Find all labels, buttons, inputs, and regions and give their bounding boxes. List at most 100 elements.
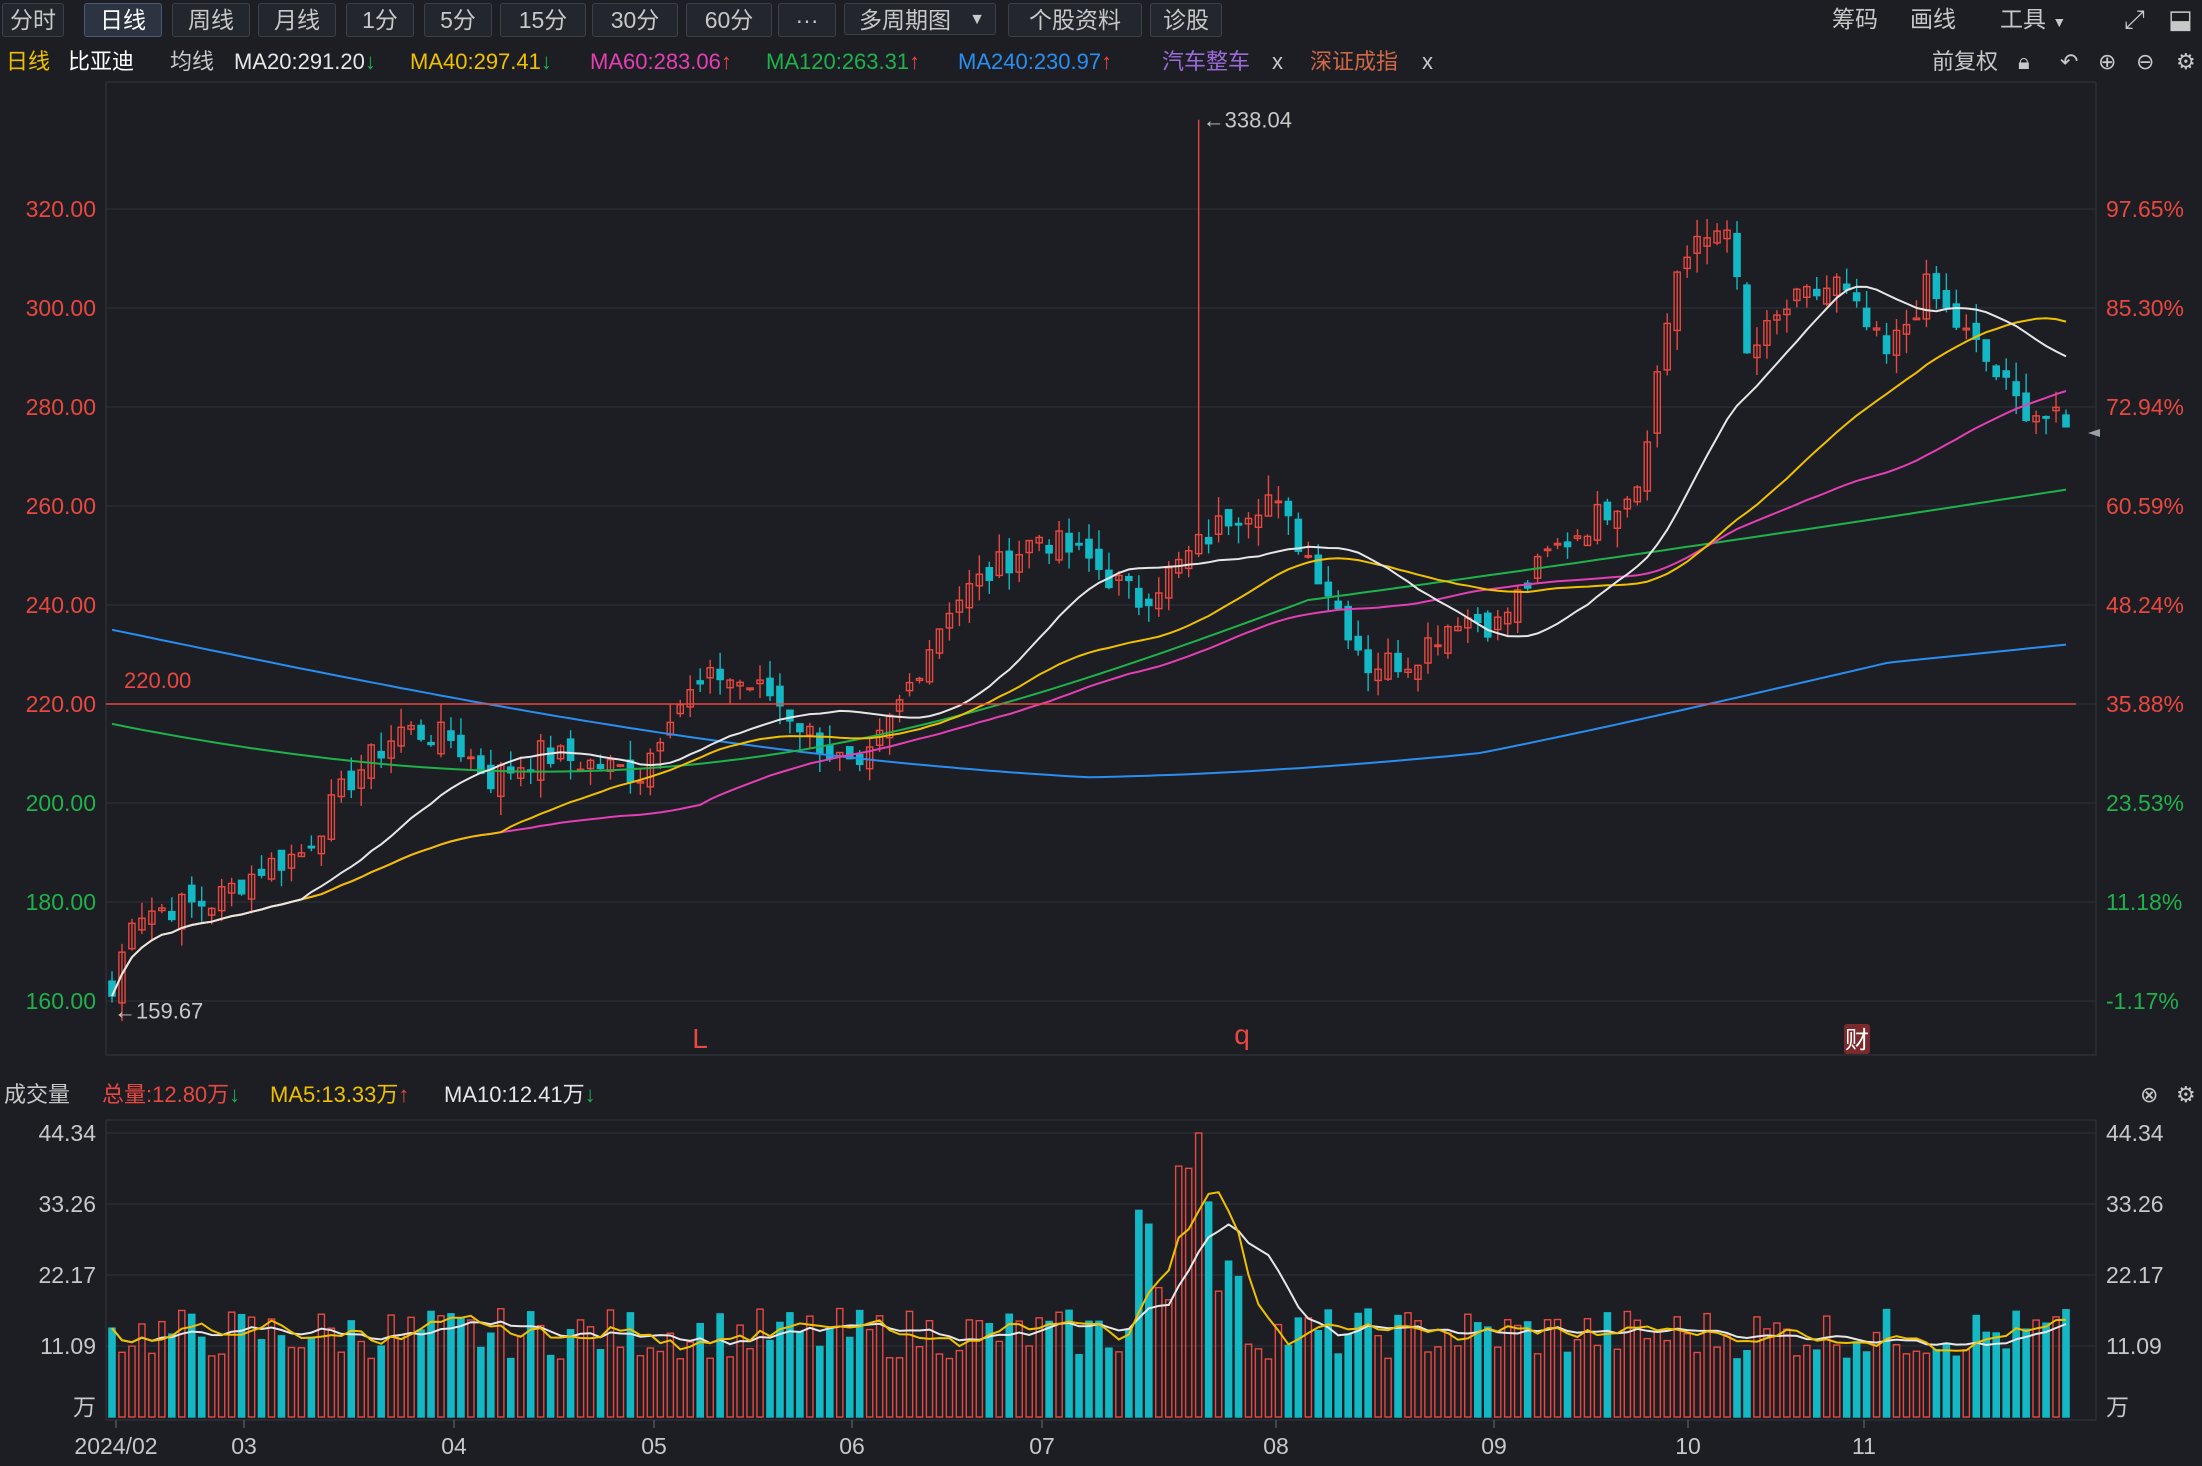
x-axis-date-label: 04 bbox=[441, 1433, 467, 1459]
candle-body bbox=[1254, 514, 1263, 528]
x-axis-date-label: 07 bbox=[1029, 1433, 1055, 1459]
candle-body bbox=[1115, 574, 1123, 581]
close-volume-icon[interactable]: ⊗ bbox=[2140, 1082, 2159, 1107]
candle-body bbox=[1613, 510, 1622, 529]
settings-icon[interactable]: ⚙ bbox=[2176, 49, 2196, 74]
tab-diagnose[interactable]: 诊股 bbox=[1150, 3, 1222, 37]
candle-body bbox=[1723, 229, 1731, 240]
y-tick-label: 300.00 bbox=[26, 295, 96, 321]
volume-bar bbox=[1992, 1332, 2001, 1418]
fullscreen-icon[interactable]: ⤢ bbox=[2124, 4, 2145, 34]
volume-bar bbox=[1204, 1201, 1213, 1418]
candle-body bbox=[1932, 273, 1941, 300]
volume-bar bbox=[467, 1319, 475, 1418]
volume-title: 成交量 bbox=[4, 1082, 71, 1107]
candle-body bbox=[806, 725, 814, 736]
candle-body bbox=[307, 845, 316, 849]
tab-15min[interactable]: 15分 bbox=[500, 3, 586, 37]
more-periods-button[interactable]: ··· bbox=[778, 3, 836, 37]
volume-bar bbox=[716, 1313, 724, 1418]
reference-line-label: 220.00 bbox=[124, 668, 191, 693]
volume-bar bbox=[1623, 1310, 1632, 1418]
candle-body bbox=[905, 681, 914, 692]
y-tick-label-right: 35.88% bbox=[2106, 691, 2184, 717]
candle-body bbox=[437, 721, 445, 755]
volume-bar bbox=[138, 1323, 146, 1418]
candle-body bbox=[995, 551, 1004, 577]
ref-index[interactable]: 深证成指 bbox=[1310, 49, 1399, 74]
candle-body bbox=[546, 747, 555, 764]
chips-button[interactable]: 筹码 bbox=[1832, 6, 1878, 32]
candle-body bbox=[716, 668, 724, 681]
ma20-text: MA20:291.20 bbox=[234, 49, 365, 74]
candle-body bbox=[1085, 538, 1093, 559]
volume-bar bbox=[1314, 1329, 1323, 1418]
tab-daily[interactable]: 日线 bbox=[84, 3, 162, 37]
lock-icon[interactable]: 🔒︎ bbox=[2018, 49, 2030, 74]
volume-bar bbox=[1563, 1351, 1572, 1418]
candle-body bbox=[2052, 406, 2060, 412]
ma120-line bbox=[111, 488, 2067, 773]
tab-30min[interactable]: 30分 bbox=[592, 3, 678, 37]
candle-body bbox=[1553, 542, 1562, 546]
volume-bar bbox=[536, 1324, 545, 1418]
volume-bar bbox=[1464, 1313, 1472, 1418]
candle-body bbox=[128, 922, 136, 950]
volume-bar bbox=[1404, 1312, 1412, 1418]
candle-body bbox=[287, 853, 296, 869]
volume-bar bbox=[277, 1335, 286, 1418]
candle-body bbox=[1454, 625, 1462, 632]
volume-bar bbox=[497, 1308, 505, 1418]
adjust-label[interactable]: 前复权 bbox=[1932, 49, 1999, 74]
draw-line-button[interactable]: 画线 bbox=[1910, 6, 1956, 32]
volume-bar bbox=[477, 1346, 485, 1418]
volume-bar bbox=[766, 1339, 774, 1418]
volume-bar bbox=[1434, 1346, 1442, 1418]
candle-body bbox=[1872, 327, 1881, 331]
ref-industry[interactable]: 汽车整车 bbox=[1162, 49, 1251, 74]
candle-body bbox=[427, 741, 435, 746]
volume-bar bbox=[397, 1334, 405, 1418]
close-ref-index-icon[interactable]: x bbox=[1422, 49, 1433, 74]
candle-body bbox=[1493, 616, 1502, 631]
volume-bar bbox=[1683, 1333, 1691, 1418]
tab-60min[interactable]: 60分 bbox=[686, 3, 772, 37]
y-tick-label-right: 48.24% bbox=[2106, 592, 2184, 618]
candle-body bbox=[865, 746, 874, 770]
close-ref-industry-icon[interactable]: x bbox=[1272, 49, 1283, 74]
multi-period-dropdown[interactable]: 多周期图 ▼ bbox=[844, 3, 996, 35]
indicator-info-bar: 日线 比亚迪 均线 MA20:291.20↓ MA40:297.41↓ MA60… bbox=[0, 44, 2202, 80]
remove-icon[interactable]: ⊖ bbox=[2136, 49, 2155, 74]
tab-weekly[interactable]: 周线 bbox=[172, 3, 250, 37]
volume-bar bbox=[1264, 1358, 1273, 1418]
candle-body bbox=[656, 741, 665, 752]
tab-intraday[interactable]: 分时 bbox=[2, 3, 64, 37]
undo-icon[interactable]: ↶ bbox=[2060, 49, 2079, 74]
candle-body bbox=[1822, 287, 1831, 305]
volume-bar bbox=[168, 1333, 176, 1418]
volume-bar bbox=[636, 1355, 645, 1418]
volume-bar bbox=[337, 1351, 346, 1418]
volume-bar bbox=[447, 1313, 455, 1418]
tab-monthly[interactable]: 月线 bbox=[258, 3, 336, 37]
add-icon[interactable]: ⊕ bbox=[2098, 49, 2117, 74]
candle-body bbox=[417, 724, 425, 740]
volume-settings-icon[interactable]: ⚙ bbox=[2176, 1082, 2196, 1107]
ma-label[interactable]: 均线 bbox=[170, 49, 215, 74]
tab-stock-profile[interactable]: 个股资料 bbox=[1008, 3, 1142, 37]
tab-5min[interactable]: 5分 bbox=[424, 3, 492, 37]
volume-bar bbox=[676, 1358, 685, 1418]
volume-bar bbox=[1783, 1328, 1791, 1418]
price-panel-frame bbox=[105, 81, 2097, 1056]
tools-menu-button[interactable]: 工具 ▼ bbox=[2000, 3, 2066, 35]
tab-1min[interactable]: 1分 bbox=[346, 3, 414, 37]
volume-bar bbox=[935, 1353, 944, 1418]
expand-icon[interactable]: ⬓ bbox=[2168, 4, 2193, 34]
volume-tick-label-right: 22.17 bbox=[2106, 1262, 2164, 1288]
low-marker-label: ←159.67 bbox=[114, 999, 203, 1024]
current-price-pointer bbox=[2088, 429, 2100, 437]
x-axis-date-label: 11 bbox=[1852, 1433, 1876, 1459]
candle-body bbox=[1184, 550, 1193, 570]
volume-bar bbox=[1763, 1328, 1771, 1418]
